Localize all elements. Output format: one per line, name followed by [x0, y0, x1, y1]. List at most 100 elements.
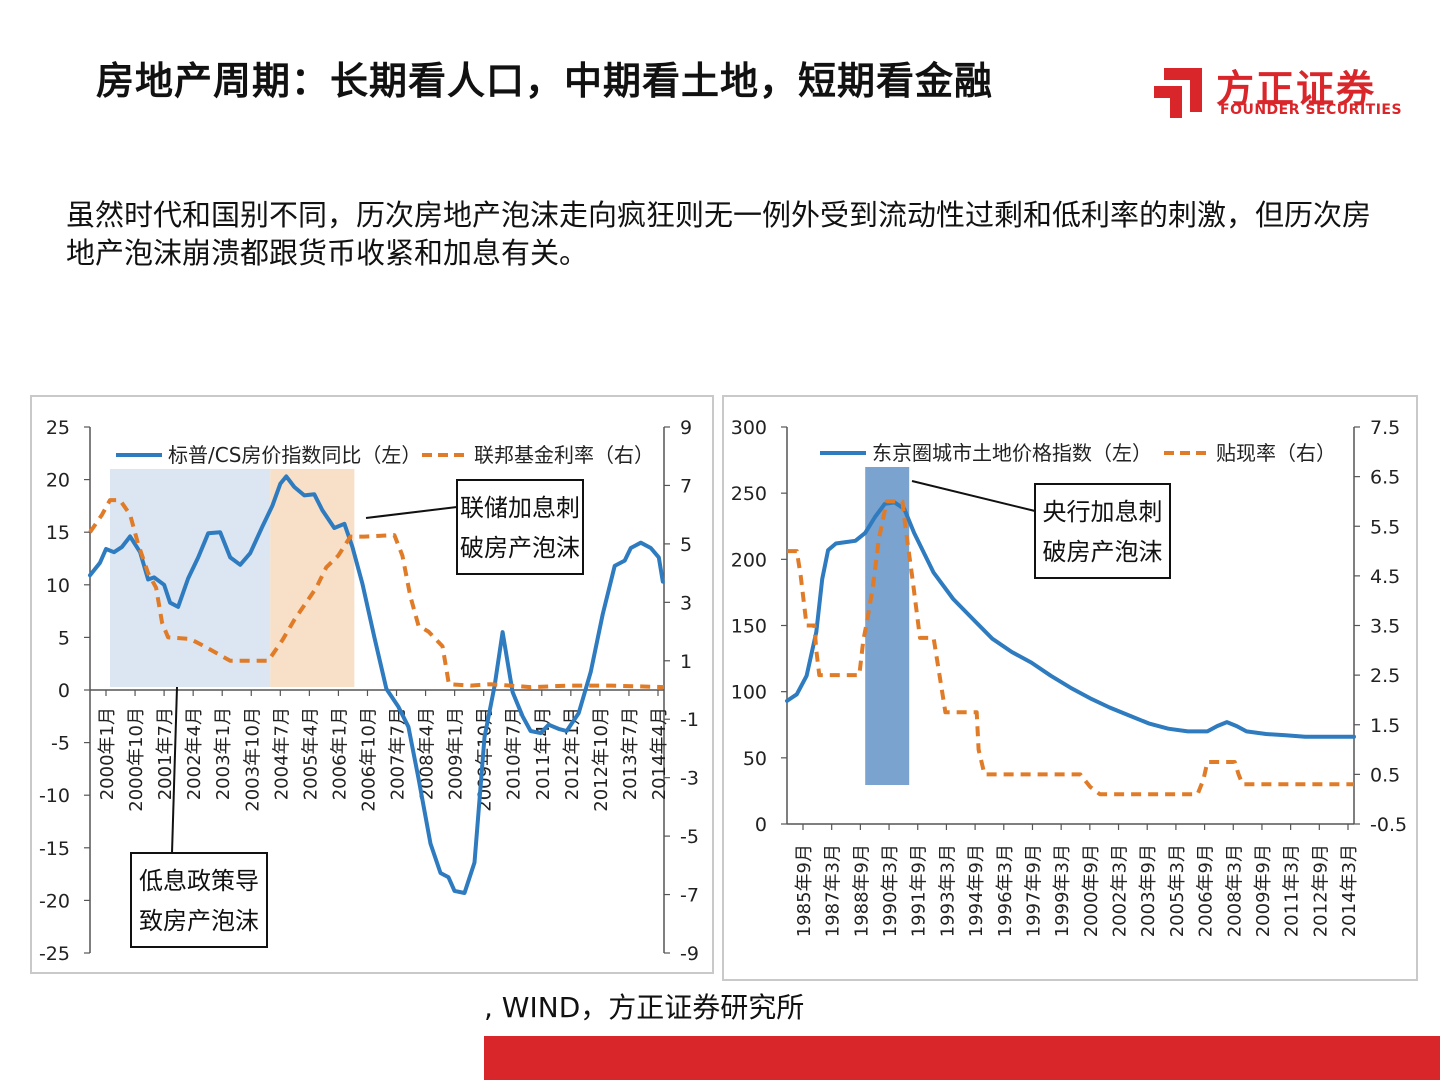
- y-tick-label-right: 7: [680, 475, 692, 497]
- us-housing-chart: 25 20 15 10 5 0 -5 -10 -15 -20 -25 9 7 5 3 1 -1 -3 -5 -7 -9 2…: [39, 417, 699, 965]
- x-tick-label: 2010年7月: [504, 707, 525, 800]
- annotation-leader-line: [365, 506, 458, 519]
- y-tick-label-left: 300: [731, 417, 767, 439]
- brand-name-cn: 方正证券: [1216, 67, 1377, 111]
- y-tick-label-right: -9: [680, 943, 699, 965]
- x-tick-label: 2002年3月: [1110, 844, 1131, 937]
- x-tick-label: 1999年3月: [1052, 844, 1073, 937]
- x-tick-label: 2006年10月: [358, 707, 379, 812]
- y-tick-label-left: -20: [39, 890, 70, 912]
- x-tick-label: 2012年10月: [591, 707, 612, 812]
- x-tick-label: 2009年9月: [1253, 844, 1274, 937]
- x-tick-label: 2000年10月: [126, 707, 147, 812]
- x-tick-label: 2006年1月: [329, 707, 350, 800]
- legend-label: 东京圈城市土地价格指数（左）: [872, 441, 1152, 465]
- x-tick-label: 2008年4月: [417, 707, 438, 800]
- x-tick-label: 2008年3月: [1224, 844, 1245, 937]
- y-tick-label-right: -5: [680, 826, 699, 848]
- x-tick-label: 1990年3月: [880, 844, 901, 937]
- y-tick-label-left: 150: [731, 616, 767, 638]
- annotation-text: 致房产泡沫: [139, 907, 259, 935]
- y-tick-label-left: 0: [58, 680, 70, 702]
- series-line-solid: [88, 474, 665, 895]
- y-tick-label-left: 100: [731, 682, 767, 704]
- y-tick-label-left: 25: [46, 417, 70, 439]
- legend-label: 标普/CS房价指数同比（左）: [168, 443, 421, 467]
- brand-logo: 方正证券 FOUNDER SECURITIES: [1150, 58, 1402, 122]
- y-tick-label-right: 1: [680, 651, 692, 673]
- x-tick-label: 2003年9月: [1138, 844, 1159, 937]
- y-tick-label-left: 200: [731, 549, 767, 571]
- x-tick-label: 2007年7月: [388, 707, 409, 800]
- founder-logo-icon: [1154, 68, 1202, 118]
- lead-paragraph: 虽然时代和国别不同，历次房地产泡沫走向疯狂则无一例外受到流动性过剩和低利率的刺激…: [66, 198, 1372, 270]
- series-line-dashed: [88, 498, 665, 690]
- y-tick-label-right: 5: [680, 534, 692, 556]
- x-tick-label: 2013年7月: [620, 707, 641, 800]
- legend-label: 贴现率（右）: [1216, 441, 1336, 465]
- x-tick-label: 2006年9月: [1196, 844, 1217, 937]
- y-tick-label-left: -5: [51, 733, 70, 755]
- y-tick-label-right: 7.5: [1370, 417, 1400, 439]
- y-tick-label-left: -15: [39, 838, 70, 860]
- y-tick-label-left: 15: [46, 522, 70, 544]
- x-tick-label: 2005年4月: [300, 707, 321, 800]
- y-tick-label-right: 0.5: [1370, 764, 1400, 786]
- y-tick-label-right: -0.5: [1370, 814, 1407, 836]
- tokyo-land-chart-panel: 300 250 200 150 100 50 0 7.5 6.5 5.5 4.5 3.5 2.5 1.5 0…: [722, 395, 1418, 981]
- x-tick-label: 2003年10月: [242, 707, 263, 812]
- x-tick-label: 2003年1月: [213, 707, 234, 800]
- series-line-solid: [785, 500, 1356, 739]
- y-tick-label-right: -7: [680, 885, 699, 907]
- annotation-leader-line: [171, 686, 178, 854]
- shaded-region-1: [270, 469, 355, 687]
- x-tick-label: 1994年9月: [966, 844, 987, 937]
- y-tick-label-left: 5: [58, 627, 70, 649]
- us-housing-chart-panel: 25 20 15 10 5 0 -5 -10 -15 -20 -25 9 7 5 3 1 -1 -3 -5 -7 -9 2…: [30, 395, 714, 974]
- y-tick-label-right: 5.5: [1370, 516, 1400, 538]
- annotation-text: 联储加息刺: [460, 494, 580, 522]
- x-tick-label: 1996年3月: [995, 844, 1016, 937]
- y-tick-label-left: -25: [39, 943, 70, 965]
- y-tick-label-left: 50: [743, 748, 767, 770]
- tokyo-land-chart: 300 250 200 150 100 50 0 7.5 6.5 5.5 4.5 3.5 2.5 1.5 0…: [731, 417, 1407, 937]
- y-tick-label-right: 2.5: [1370, 665, 1400, 687]
- x-tick-label: 1993年3月: [937, 844, 958, 937]
- x-tick-label: 2002年4月: [184, 707, 205, 800]
- x-tick-label: 1987年3月: [823, 844, 844, 937]
- y-tick-label-right: -1: [680, 709, 699, 731]
- annotation-text: 央行加息刺: [1043, 498, 1163, 526]
- annotation-text: 破房产泡沫: [1043, 538, 1163, 566]
- x-tick-label: 2014年3月: [1339, 844, 1360, 937]
- annotation-text: 低息政策导: [139, 867, 259, 895]
- shaded-region-0: [865, 467, 910, 785]
- x-tick-label: 2001年7月: [155, 707, 176, 800]
- x-tick-label: 2011年4月: [533, 707, 554, 800]
- y-tick-label-right: 1.5: [1370, 715, 1400, 737]
- x-tick-label: 2005年3月: [1167, 844, 1188, 937]
- y-tick-label-right: -3: [680, 768, 699, 790]
- x-tick-label: 2000年1月: [97, 707, 118, 800]
- x-tick-label: 2011年3月: [1282, 844, 1303, 937]
- y-tick-label-right: 9: [680, 417, 692, 439]
- x-tick-label: 2009年1月: [446, 707, 467, 800]
- page-title: 房地产周期：长期看人口，中期看土地，短期看金融: [96, 59, 994, 103]
- y-tick-label-right: 6.5: [1370, 467, 1400, 489]
- source-note: , WIND，方正证券研究所: [484, 991, 805, 1024]
- x-tick-label: 2012年9月: [1310, 844, 1331, 937]
- y-tick-label-right: 4.5: [1370, 566, 1400, 588]
- y-tick-label-left: 250: [731, 483, 767, 505]
- y-tick-label-right: 3.5: [1370, 616, 1400, 638]
- y-tick-label-left: -10: [39, 785, 70, 807]
- annotation-text: 破房产泡沫: [460, 534, 580, 562]
- y-tick-label-right: 3: [680, 592, 692, 614]
- x-tick-label: 1988年9月: [851, 844, 872, 937]
- y-tick-label-left: 10: [46, 575, 70, 597]
- x-tick-label: 1985年9月: [794, 844, 815, 937]
- series-line-dashed: [787, 499, 1354, 797]
- x-tick-label: 1991年9月: [909, 844, 930, 937]
- annotation-box: [456, 479, 584, 575]
- x-tick-label: 2000年9月: [1081, 844, 1102, 937]
- brand-name-en: FOUNDER SECURITIES: [1220, 102, 1403, 118]
- footer-bar: [484, 1036, 1440, 1080]
